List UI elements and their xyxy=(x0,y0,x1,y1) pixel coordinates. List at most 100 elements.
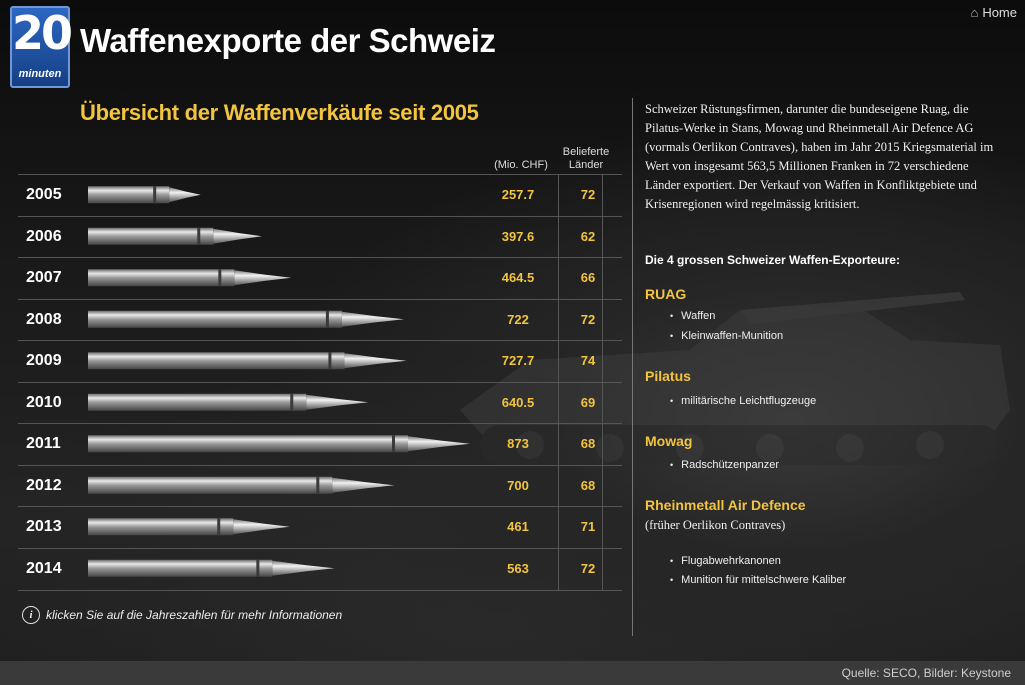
column-separator xyxy=(602,258,603,299)
year-label[interactable]: 2013 xyxy=(26,518,62,535)
bullet-bar xyxy=(88,352,407,370)
year-label[interactable]: 2006 xyxy=(26,227,62,245)
year-label[interactable]: 2012 xyxy=(26,476,62,494)
countries-label: 72 xyxy=(580,311,596,327)
chart-row: 2012 700 68 xyxy=(18,464,622,507)
year-label[interactable]: 2005 xyxy=(26,186,62,203)
value-label: 461 xyxy=(507,519,529,534)
countries-header-line2: Länder xyxy=(568,159,604,171)
chart-row: 2009 727.7 74 xyxy=(18,340,622,382)
countries-header-line1: Belieferte xyxy=(562,146,610,158)
chart-row: 2008 722 72 xyxy=(18,298,622,341)
column-divider xyxy=(632,98,633,636)
info-hint: i klicken Sie auf die Jahreszahlen für m… xyxy=(22,606,342,624)
exporter-product: Radschützenpanzer xyxy=(670,459,779,471)
intro-text: Schweizer Rüstungsfirmen, darunter die b… xyxy=(645,102,994,211)
countries-label: 62 xyxy=(580,228,596,244)
column-separator xyxy=(602,341,603,382)
chart-row: 2010 640.5 69 xyxy=(18,381,622,424)
bullet-bar xyxy=(88,476,395,494)
countries-label: 72 xyxy=(580,560,596,576)
column-separator xyxy=(558,299,559,341)
column-separator xyxy=(558,258,559,299)
bullet-bar xyxy=(88,227,262,245)
value-label: 700 xyxy=(507,477,529,493)
bullet-bar xyxy=(88,269,292,287)
bullet-bar xyxy=(88,310,404,328)
value-label: 397.6 xyxy=(501,228,535,244)
year-label[interactable]: 2011 xyxy=(26,435,61,452)
chart-row: 2013 461 71 xyxy=(18,506,622,548)
exporter-name: Pilatus xyxy=(645,368,691,384)
chart-row: 2014 563 72 xyxy=(18,547,622,591)
logo[interactable]: 20 minuten xyxy=(10,6,73,88)
value-label: 640.5 xyxy=(501,394,535,410)
column-separator xyxy=(602,382,603,424)
column-separator xyxy=(558,548,559,590)
year-label[interactable]: 2009 xyxy=(26,352,62,369)
bullet-bar xyxy=(88,186,201,204)
column-separator xyxy=(558,424,559,465)
logo-word: minuten xyxy=(18,68,62,80)
column-separator xyxy=(558,216,559,258)
exporters-heading: Die 4 grossen Schweizer Waffen-Exporteur… xyxy=(645,253,900,267)
exporter-name: Mowag xyxy=(645,433,693,449)
bullet-bar xyxy=(88,393,369,411)
countries-label: 71 xyxy=(580,519,596,534)
column-separator xyxy=(602,548,603,590)
page-title: Waffenexporte der Schweiz xyxy=(80,22,496,59)
info-icon[interactable]: i xyxy=(22,606,40,624)
value-label: 257.7 xyxy=(501,187,535,202)
column-separator xyxy=(602,465,603,507)
value-label: 727.7 xyxy=(501,353,535,368)
home-label: Home xyxy=(982,5,1017,20)
bullet-bar xyxy=(88,559,335,577)
chart-row: 2005 257.7 72 xyxy=(18,174,622,216)
year-label[interactable]: 2008 xyxy=(26,310,62,328)
countries-label: 74 xyxy=(580,353,596,368)
bullet-bars xyxy=(88,186,470,577)
exporter-product: Waffen xyxy=(670,310,715,322)
exporter-product: Kleinwaffen-Munition xyxy=(670,330,783,342)
countries-label: 69 xyxy=(580,394,596,410)
column-separator xyxy=(602,216,603,258)
exporter-name: Rheinmetall Air Defence xyxy=(645,497,806,513)
exporter-product: Flugabwehrkanonen xyxy=(670,555,781,567)
countries-label: 72 xyxy=(580,187,596,202)
column-separator xyxy=(558,382,559,424)
value-label: 873 xyxy=(507,436,529,451)
value-label: 563 xyxy=(507,560,529,576)
column-separator xyxy=(602,507,603,548)
source-credit: Quelle: SECO, Bilder: Keystone xyxy=(841,666,1011,680)
chart-row: 2007 464.5 66 xyxy=(18,257,622,299)
value-column-header: (Mio. CHF) xyxy=(494,159,548,171)
exporter-note: (früher Oerlikon Contraves) xyxy=(645,518,786,532)
year-label[interactable]: 2014 xyxy=(26,559,62,577)
countries-label: 66 xyxy=(580,270,596,285)
column-separator xyxy=(602,175,603,216)
bullet-bar xyxy=(88,518,290,536)
footer: Quelle: SECO, Bilder: Keystone xyxy=(0,661,1025,685)
column-separator xyxy=(558,465,559,507)
countries-label: 68 xyxy=(580,477,596,493)
chart-row: 2006 397.6 62 xyxy=(18,215,622,258)
countries-label: 68 xyxy=(580,436,596,451)
chart-title: Übersicht der Waffenverkäufe seit 2005 xyxy=(80,100,479,125)
year-label[interactable]: 2007 xyxy=(26,269,62,286)
info-text: klicken Sie auf die Jahreszahlen für meh… xyxy=(46,608,343,622)
exporter-product: militärische Leichtflugzeuge xyxy=(670,395,816,407)
column-separator xyxy=(602,424,603,465)
chart-row: 2011 873 68 xyxy=(18,423,622,465)
value-label: 464.5 xyxy=(501,270,535,285)
column-separator xyxy=(558,341,559,382)
logo-number: 20 xyxy=(12,6,73,60)
year-label[interactable]: 2010 xyxy=(26,393,62,411)
home-link[interactable]: ⌂ Home xyxy=(970,5,1017,20)
countries-column-header: Belieferte Länder xyxy=(556,146,616,172)
column-separator xyxy=(558,175,559,216)
exporter-product: Munition für mittelschwere Kaliber xyxy=(670,574,846,586)
column-separator xyxy=(602,299,603,341)
exporter-name: RUAG xyxy=(645,286,687,302)
value-label: 722 xyxy=(507,311,529,327)
column-separator xyxy=(558,507,559,548)
